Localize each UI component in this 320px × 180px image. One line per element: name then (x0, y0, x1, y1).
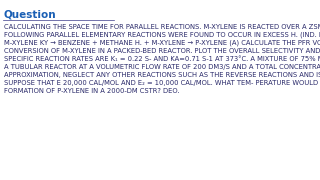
Text: Question: Question (4, 9, 56, 19)
Text: CALCULATING THE SPACE TIME FOR PARALLEL REACTIONS. M-XYLENE IS REACTED OVER A ZS: CALCULATING THE SPACE TIME FOR PARALLEL … (4, 24, 320, 94)
